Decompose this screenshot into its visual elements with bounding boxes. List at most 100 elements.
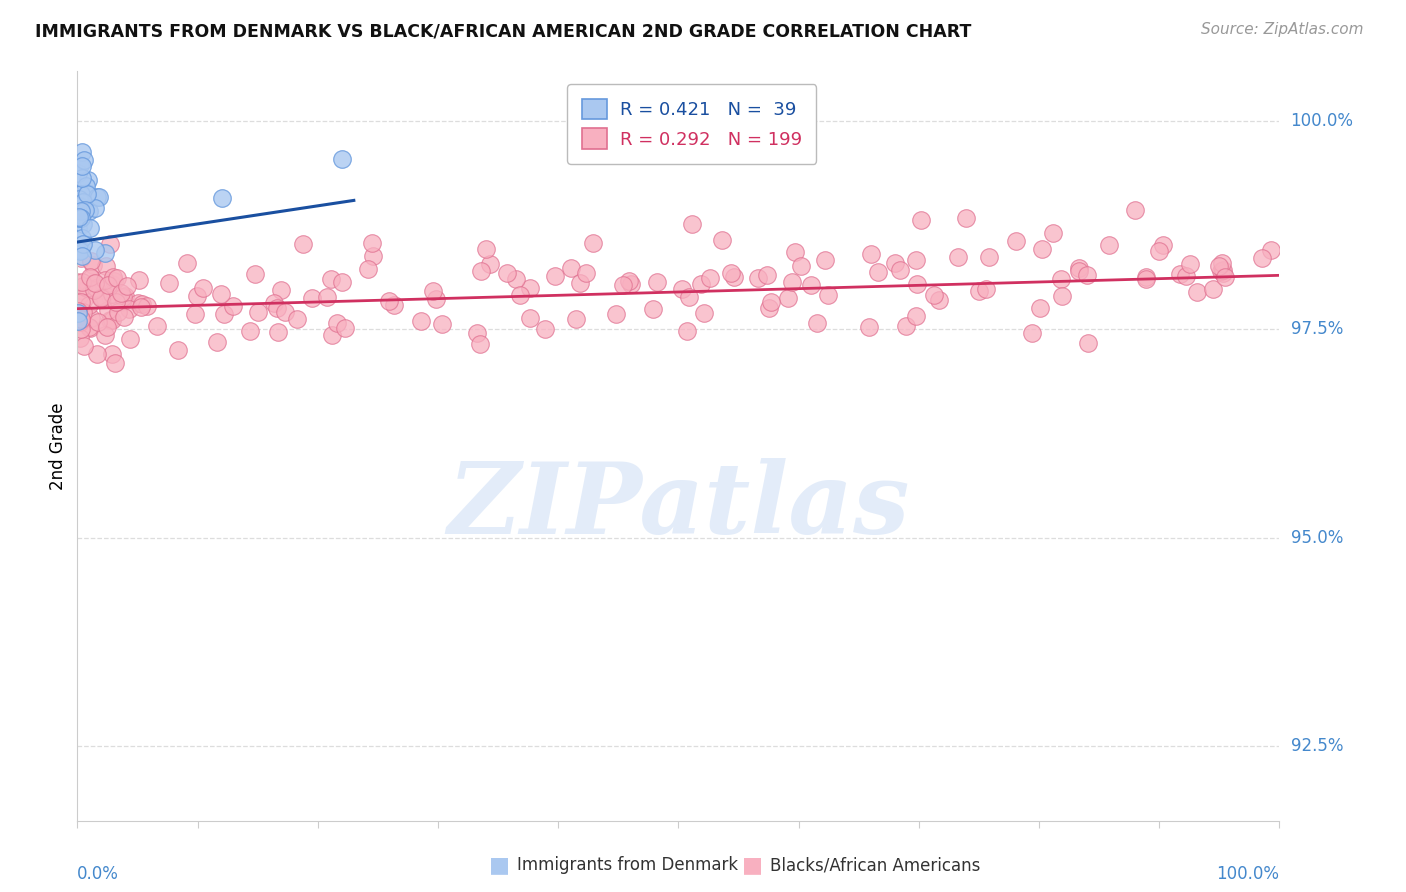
Point [922,287,945,301]
Point [69,158,91,172]
Point [70,145,93,160]
Point [273,305,295,319]
Point [129,300,152,314]
Point [858,319,880,334]
Point [118,332,141,346]
Point [193,281,215,295]
Point [432,317,454,331]
Point [357,262,380,277]
Point [90,291,112,305]
Point [977,251,1000,265]
Point [70,313,93,327]
Point [710,233,733,247]
Point [330,153,353,167]
Point [83,201,105,215]
Point [316,290,339,304]
Point [111,295,134,310]
Point [468,337,491,351]
Point [946,250,969,264]
Point [470,264,492,278]
Point [1213,270,1236,285]
Point [681,217,703,231]
Point [79,221,101,235]
Point [105,294,128,309]
Point [755,268,778,283]
Text: ZIPatlas: ZIPatlas [447,458,910,554]
Point [69,331,91,345]
Point [569,276,592,290]
Point [1050,272,1073,286]
Point [90,290,112,304]
Point [363,249,385,263]
Point [1031,243,1053,257]
Point [66,220,89,235]
Point [467,326,489,340]
Text: 97.5%: 97.5% [1291,320,1343,338]
Point [135,299,157,313]
Point [326,317,349,331]
Point [889,262,911,277]
Point [1077,336,1099,351]
Point [209,287,232,301]
Point [1152,237,1174,252]
Point [780,275,803,289]
Point [67,210,90,224]
Point [1180,257,1202,271]
Point [1067,264,1090,278]
Point [70,159,93,173]
Point [478,257,501,271]
Point [98,313,121,327]
Point [409,314,432,328]
Point [90,290,112,304]
Point [70,294,93,309]
Point [263,295,285,310]
Point [1050,289,1073,303]
Point [159,277,181,291]
Point [1042,227,1064,241]
Point [83,243,105,257]
Point [617,274,640,288]
Point [884,255,907,269]
Point [955,211,977,225]
Point [245,267,267,281]
Text: ■: ■ [742,855,762,875]
Point [1211,255,1233,269]
Point [176,255,198,269]
Point [115,279,138,293]
Point [790,259,813,273]
Point [67,211,90,226]
Point [211,191,233,205]
Point [67,193,90,207]
Point [96,320,118,334]
Text: Source: ZipAtlas.com: Source: ZipAtlas.com [1201,22,1364,37]
Point [79,270,101,285]
Point [70,312,93,326]
Point [321,272,343,286]
Point [76,186,98,201]
Point [534,322,557,336]
Point [778,291,800,305]
Point [575,266,598,280]
Point [167,343,190,358]
Point [1260,244,1282,258]
Point [817,287,839,301]
Point [86,315,108,329]
Point [361,236,384,251]
Point [80,311,103,326]
Text: ■: ■ [489,855,509,875]
Point [247,305,270,319]
Point [505,271,527,285]
Point [72,209,94,223]
Point [114,289,136,303]
Point [1149,244,1171,259]
Point [720,266,742,280]
Point [112,310,135,324]
Point [103,356,125,370]
Point [671,282,693,296]
Point [1211,264,1233,278]
Point [66,306,89,320]
Text: 100.0%: 100.0% [1216,865,1279,883]
Point [643,301,665,316]
Point [105,271,128,285]
Point [496,266,519,280]
